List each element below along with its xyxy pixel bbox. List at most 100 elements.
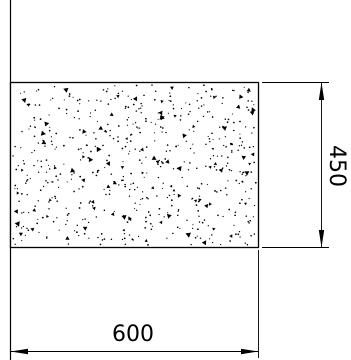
hatch-dot <box>208 138 211 140</box>
hatch-dot <box>248 197 250 200</box>
hatch-dot <box>224 187 227 189</box>
hatch-dot <box>55 146 58 148</box>
hatch-dot <box>82 219 84 221</box>
hatch-dot <box>195 204 198 206</box>
hatch-dot <box>67 212 70 215</box>
hatch-dot <box>239 137 242 140</box>
hatch-dot <box>233 89 235 92</box>
hatch-dot <box>183 161 185 163</box>
hatch-dot <box>36 222 39 225</box>
hatch-aggregate <box>132 96 138 102</box>
hatch-dot <box>141 162 143 164</box>
hatch-dot <box>251 132 253 134</box>
hatch-dot <box>78 188 80 190</box>
hatch-dot <box>185 102 187 104</box>
hatch-dot <box>242 171 244 174</box>
hatch-dot <box>78 98 81 101</box>
hatch-aggregate <box>204 204 209 209</box>
hatch-dot <box>209 158 212 160</box>
hatch-aggregate <box>125 137 128 141</box>
hatch-dot <box>46 237 48 239</box>
hatch-dot <box>129 140 132 142</box>
hatch-aggregate <box>96 146 102 153</box>
hatch-dot <box>141 105 143 107</box>
hatch-aggregate <box>244 171 250 176</box>
hatch-aggregate <box>201 240 207 246</box>
hatch-dot <box>50 136 53 138</box>
hatch-dot <box>154 140 156 142</box>
hatch-dot <box>172 232 174 235</box>
hatch-dot <box>132 103 135 106</box>
hatch-dot <box>251 100 253 102</box>
hatch-dot <box>144 227 147 229</box>
hatch-aggregate <box>185 232 191 238</box>
hatch-dot <box>253 161 255 164</box>
hatch-dot <box>208 111 211 113</box>
hatch-dot <box>179 227 181 229</box>
hatch-dot <box>130 183 132 185</box>
hatch-dot <box>89 115 91 118</box>
hatch-dot <box>53 85 56 88</box>
hatch-dot <box>151 84 153 86</box>
hatch-dot <box>54 195 56 198</box>
hatch-dot <box>93 132 95 134</box>
hatch-dot <box>241 198 243 201</box>
hatch-dot <box>58 229 60 231</box>
hatch-dot <box>87 221 90 224</box>
hatch-aggregate <box>173 114 177 118</box>
hatch-aggregate <box>40 130 46 136</box>
hatch-aggregate <box>166 213 172 219</box>
hatch-aggregate <box>112 180 117 185</box>
hatch-dot <box>207 135 209 138</box>
hatch-dot <box>73 190 75 193</box>
hatch-dot <box>244 191 247 193</box>
hatch-dot <box>135 84 138 87</box>
hatch-aggregate <box>248 162 252 166</box>
hatch-dot <box>37 88 40 91</box>
hatch-dot <box>213 166 216 168</box>
hatch-dot <box>96 120 98 122</box>
hatch-dot <box>136 186 139 188</box>
hatch-dot <box>187 169 190 171</box>
hatch-dot <box>82 152 84 154</box>
hatch-dot <box>143 94 145 97</box>
hatch-aggregate <box>65 236 70 240</box>
hatch-aggregate <box>155 160 160 165</box>
hatch-dot <box>131 238 134 241</box>
hatch-aggregate <box>151 155 157 160</box>
hatch-aggregate <box>105 161 110 166</box>
hatch-dot <box>34 119 36 121</box>
hatch-dot <box>135 209 138 211</box>
hatch-dot <box>102 89 105 91</box>
hatch-aggregate <box>172 188 176 192</box>
hatch-dot <box>198 107 200 109</box>
hatch-dot <box>72 136 74 139</box>
hatch-dot <box>154 90 157 92</box>
hatch-aggregate <box>128 216 132 221</box>
hatch-dot <box>20 227 23 229</box>
hatch-dot <box>127 95 129 97</box>
hatch-aggregate <box>92 206 96 211</box>
hatch-dot <box>66 214 69 216</box>
hatch-dot <box>106 159 108 162</box>
hatch-dot <box>79 202 82 204</box>
hatch-dot <box>185 140 187 142</box>
hatch-dot <box>250 188 252 190</box>
hatch-dot <box>133 188 136 191</box>
hatch-dot <box>216 191 218 193</box>
hatch-dot <box>50 181 52 183</box>
hatch-aggregate <box>122 228 126 232</box>
hatch-aggregate <box>239 94 244 99</box>
hatch-dot <box>161 187 163 189</box>
hatch-dot <box>180 115 182 117</box>
hatch-dot <box>247 220 249 223</box>
hatch-dot <box>200 97 203 99</box>
hatch-dot <box>109 134 111 137</box>
hatch-dot <box>123 232 126 235</box>
hatch-dot <box>145 117 147 120</box>
hatch-aggregate <box>120 166 125 170</box>
hatch-dot <box>37 142 40 144</box>
hatch-dot <box>211 147 214 150</box>
hatch-dot <box>194 236 197 239</box>
